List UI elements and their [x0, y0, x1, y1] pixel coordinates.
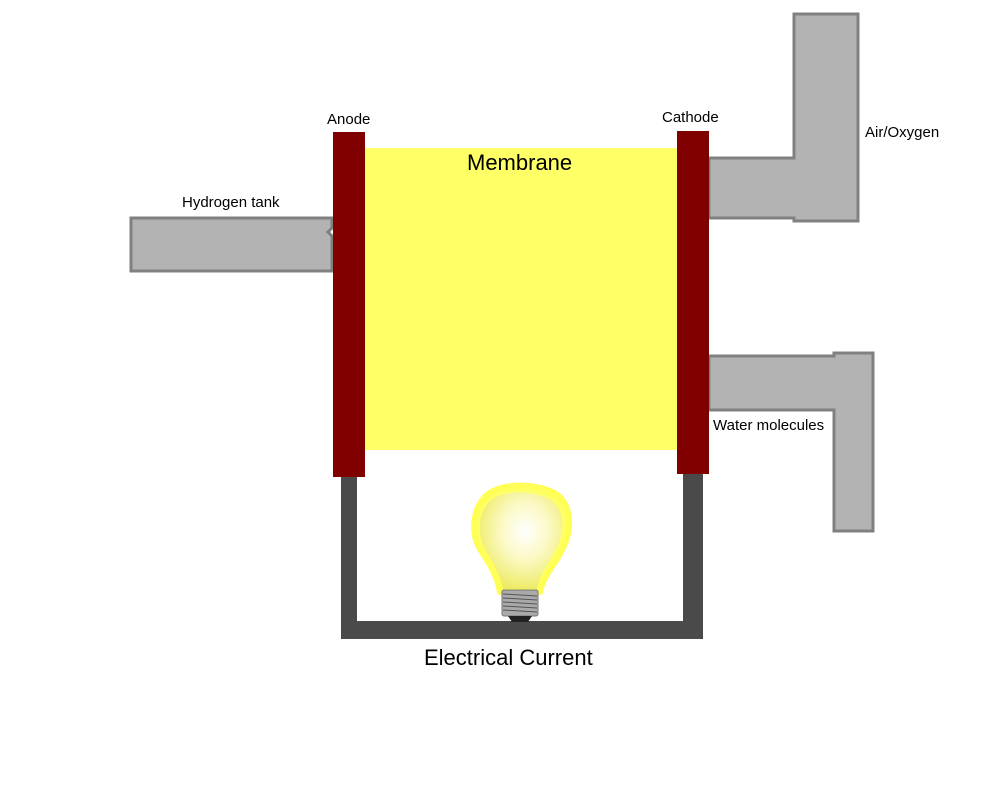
wire-bottom [341, 621, 703, 639]
membrane-label: Membrane [467, 150, 573, 175]
anode-electrode [333, 132, 365, 477]
wire-left [341, 476, 357, 639]
light-bulb-icon [471, 482, 573, 622]
cathode-label: Cathode [662, 109, 719, 126]
wire-right [683, 474, 703, 639]
bulb-glass [479, 492, 563, 589]
bulb-base-threads [502, 593, 538, 613]
hydrogen-pipe [129, 216, 334, 273]
air-oxygen-label: Air/Oxygen [865, 124, 940, 141]
water-pipe [707, 351, 875, 533]
electrical-current-label: Electrical Current [424, 645, 593, 670]
air-oxygen-pipe [707, 12, 860, 223]
water-molecules-label: Water molecules [713, 417, 825, 434]
membrane [364, 148, 678, 450]
bulb-tip [508, 616, 532, 622]
anode-label: Anode [327, 111, 371, 128]
hydrogen-tank-label: Hydrogen tank [182, 194, 280, 211]
cathode-electrode [677, 131, 709, 474]
